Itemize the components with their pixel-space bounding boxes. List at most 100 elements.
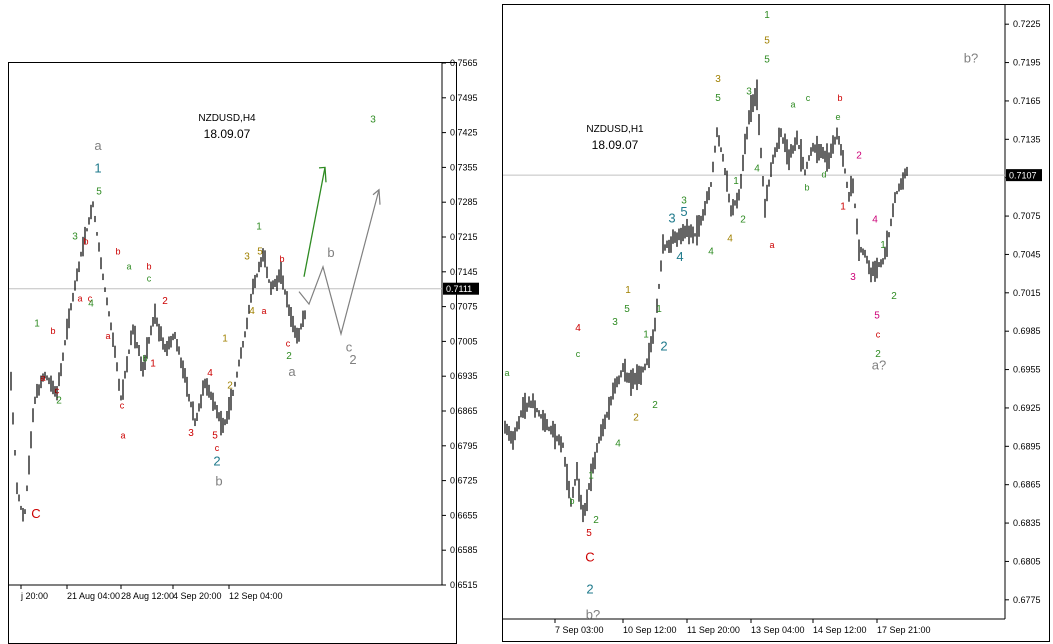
wave-label: a? bbox=[872, 358, 886, 373]
wave-label: 2 bbox=[891, 291, 897, 302]
h4-chart-panel: 0.7565 0.7495 0.7425 0.7355 0.7285 0.7215 0.71… bbox=[8, 58, 479, 644]
y-tick-label: 0.6795 bbox=[450, 441, 478, 451]
wave-label: 2 bbox=[213, 454, 220, 469]
wave-label: 4 bbox=[249, 306, 255, 317]
wave-label: 5 bbox=[212, 430, 218, 441]
wave-label: 4 bbox=[207, 368, 213, 379]
wave-label: c bbox=[88, 294, 93, 304]
current-price-box bbox=[443, 282, 479, 295]
wave-label: 2 bbox=[660, 338, 667, 353]
y-tick-label: 0.6805 bbox=[1013, 556, 1041, 566]
wave-label: 1 bbox=[256, 222, 262, 233]
chart-date: 18.09.07 bbox=[204, 127, 251, 141]
wave-label: b? bbox=[586, 607, 600, 622]
y-tick-label: 0.6985 bbox=[1013, 326, 1041, 336]
x-tick-label: 21 Aug 04:00 bbox=[67, 591, 120, 601]
chart-date: 18.09.07 bbox=[592, 138, 639, 152]
wave-label: 2 bbox=[652, 400, 658, 411]
wave-label: 1 bbox=[94, 160, 101, 175]
wave-label: a bbox=[77, 294, 82, 304]
y-tick-label: 0.7165 bbox=[1013, 96, 1041, 106]
x-tick-label: 13 Sep 04:00 bbox=[751, 625, 805, 635]
wave-label: 4 bbox=[575, 323, 581, 334]
y-tick-label: 0.7145 bbox=[450, 267, 478, 277]
wave-label: b bbox=[327, 245, 334, 260]
wave-label: a bbox=[288, 364, 296, 379]
wave-label: a bbox=[769, 240, 774, 250]
wave-label: 3 bbox=[244, 251, 250, 262]
wave-label: c bbox=[876, 330, 881, 340]
wave-label: 5 bbox=[680, 204, 687, 219]
wave-label: 5 bbox=[586, 528, 592, 539]
wave-label: 2 bbox=[856, 151, 862, 162]
wave-label: 3 bbox=[746, 87, 752, 98]
h1-chart: 0.72250.71950.71650.71350.71050.70750.70… bbox=[503, 5, 1042, 635]
wave-label: 5 bbox=[96, 187, 102, 198]
wave-label: 3 bbox=[370, 115, 376, 126]
wave-label: 3 bbox=[612, 317, 618, 328]
x-tick-label: 28 Aug 12:00 bbox=[121, 591, 174, 601]
wave-label: a bbox=[790, 99, 795, 109]
current-price-label: 0.7111 bbox=[446, 284, 472, 294]
wave-label: 3 bbox=[668, 210, 675, 225]
wave-label: 1 bbox=[643, 330, 649, 341]
wave-label: 4 bbox=[88, 299, 94, 310]
y-tick-label: 0.6925 bbox=[1013, 403, 1041, 413]
y-tick-label: 0.7565 bbox=[450, 58, 478, 68]
y-tick-label: 0.7075 bbox=[1013, 211, 1041, 221]
wave-label: 1 bbox=[150, 358, 156, 369]
wave-label: c bbox=[120, 401, 125, 411]
projection-arrow-green bbox=[303, 167, 326, 277]
wave-label: 2 bbox=[740, 214, 746, 225]
wave-label: c bbox=[215, 443, 220, 453]
x-tick-label: 10 Sep 12:00 bbox=[623, 625, 677, 635]
y-tick-label: 0.6655 bbox=[450, 510, 478, 520]
y-tick-label: 0.6955 bbox=[1013, 365, 1041, 375]
wave-label: 5 bbox=[764, 35, 770, 46]
y-tick-label: 0.6835 bbox=[1013, 518, 1041, 528]
wave-label: 5 bbox=[874, 310, 880, 321]
y-tick-label: 0.7425 bbox=[450, 128, 478, 138]
wave-label: 5 bbox=[257, 246, 263, 257]
wave-label: a bbox=[40, 373, 45, 383]
arrow-head-gray bbox=[372, 188, 381, 205]
x-tick-label: j 20:00 bbox=[20, 591, 48, 601]
h4-chart: 0.7565 0.7495 0.7425 0.7355 0.7285 0.7215 0.71… bbox=[9, 58, 479, 601]
wave-label: b bbox=[50, 326, 55, 336]
wave-label: 2 bbox=[227, 381, 233, 392]
wave-label: 2 bbox=[593, 515, 599, 526]
wave-label: 4 bbox=[727, 234, 733, 245]
wave-label: c bbox=[55, 386, 60, 396]
wave-label: b bbox=[569, 496, 574, 506]
chart-symbol-title: NZDUSD,H1 bbox=[586, 124, 644, 135]
wave-label: a bbox=[120, 430, 125, 440]
wave-label: 1 bbox=[880, 240, 886, 251]
wave-label: 2 bbox=[586, 581, 593, 596]
wave-label: b bbox=[279, 254, 284, 264]
wave-label: b bbox=[837, 93, 842, 103]
wave-label: 5 bbox=[624, 304, 630, 315]
projection-arrow-gray bbox=[298, 189, 380, 337]
current-price-box bbox=[1006, 169, 1042, 182]
y-tick-label: 0.7195 bbox=[1013, 58, 1041, 68]
wave-label: 2 bbox=[349, 352, 356, 367]
y-tick-label: 0.7045 bbox=[1013, 249, 1041, 259]
wave-label: C bbox=[585, 549, 594, 564]
y-tick-label: 0.6585 bbox=[450, 545, 478, 555]
y-tick-label: 0.7015 bbox=[1013, 288, 1041, 298]
wave-label: b bbox=[142, 353, 147, 363]
wave-label: b bbox=[146, 261, 151, 271]
wave-label: 5 bbox=[764, 55, 770, 66]
y-tick-label: 0.7215 bbox=[450, 232, 478, 242]
x-tick-label: 17 Sep 21:00 bbox=[877, 625, 931, 635]
wave-label: d bbox=[821, 170, 826, 180]
wave-label: a bbox=[504, 368, 509, 378]
wave-label: 1 bbox=[840, 202, 846, 213]
wave-label: 1 bbox=[733, 176, 739, 187]
wave-label: a bbox=[126, 261, 131, 271]
current-price-label: 0.7107 bbox=[1009, 171, 1037, 181]
wave-label: 4 bbox=[615, 438, 621, 449]
y-tick-label: 0.7225 bbox=[1013, 19, 1041, 29]
wave-label: 5 bbox=[715, 93, 721, 104]
y-tick-label: 0.6935 bbox=[450, 371, 478, 381]
